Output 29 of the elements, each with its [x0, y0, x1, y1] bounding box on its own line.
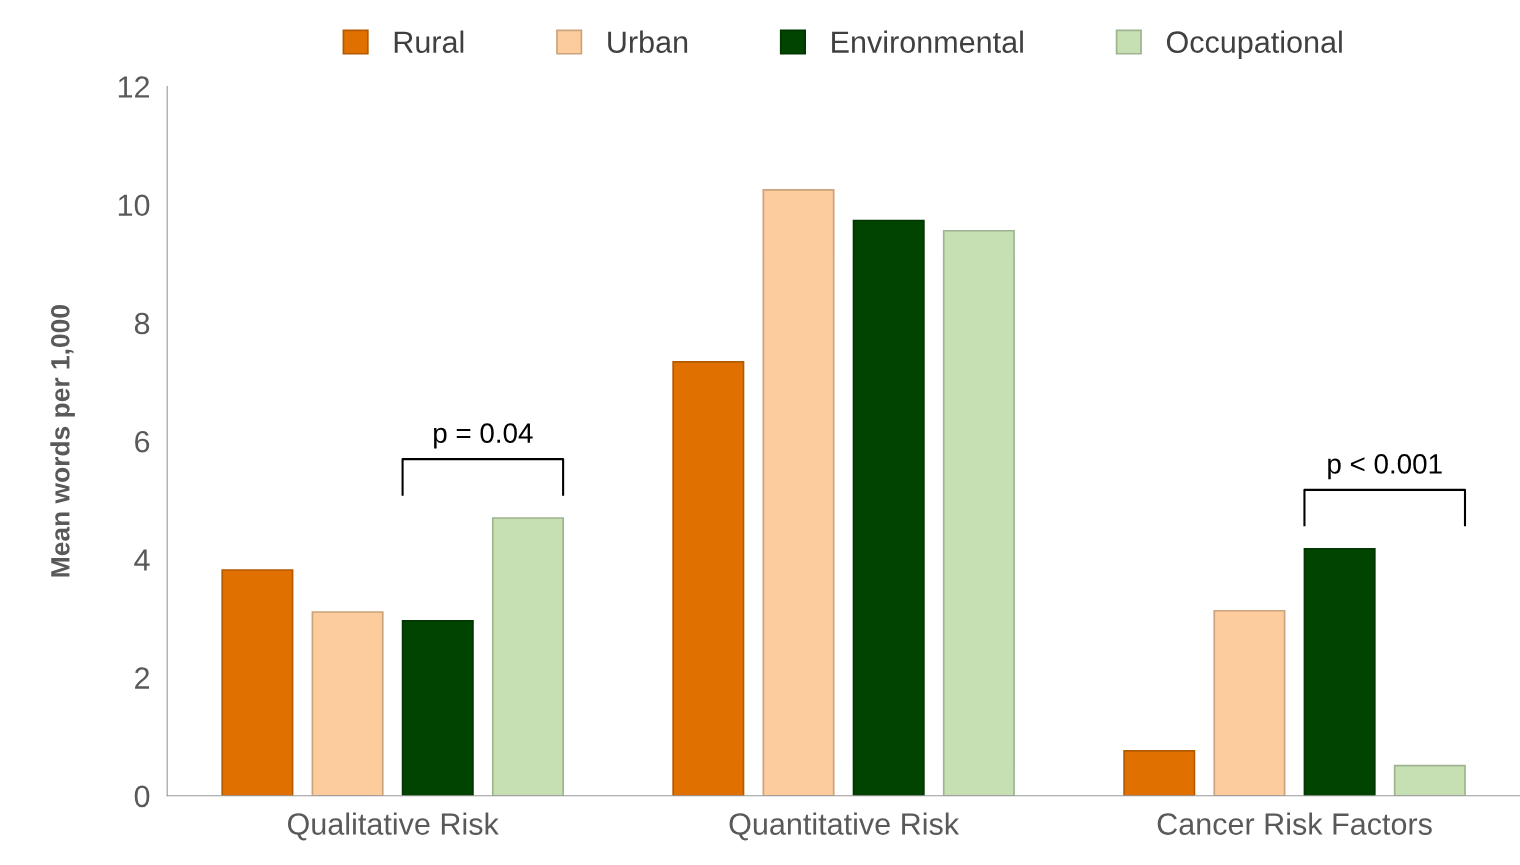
y-axis-title: Mean words per 1,000 — [50, 305, 75, 577]
bar — [1213, 609, 1286, 796]
legend-label: Urban — [608, 30, 688, 53]
y-tick-label: 8 — [134, 312, 150, 335]
y-tick-label: 4 — [134, 549, 150, 571]
y-tick-label: 12 — [118, 76, 149, 98]
x-tick-label: Cancer Risk Factors — [1157, 812, 1432, 835]
legend-label: Rural — [394, 30, 464, 53]
y-tick-label: 6 — [135, 430, 150, 453]
bar — [1393, 764, 1466, 796]
annotation: p < 0.001 — [1328, 454, 1442, 480]
annotation: p = 0.04 — [434, 423, 533, 449]
bar — [491, 517, 564, 796]
bar — [221, 569, 294, 796]
legend-label: Environmental — [832, 30, 1023, 53]
x-tick-label: Qualitative Risk — [287, 812, 499, 841]
bar — [1123, 750, 1196, 796]
bar — [672, 361, 745, 796]
bar — [942, 229, 1015, 796]
bar — [852, 219, 925, 796]
y-tick-label: 0 — [134, 785, 150, 808]
y-tick-label: 10 — [118, 194, 150, 217]
bar — [401, 620, 474, 796]
x-tick-label: Quantitative Risk — [729, 812, 960, 841]
legend-label: Occupational — [1166, 30, 1342, 59]
bar — [311, 611, 384, 796]
bar — [762, 189, 835, 796]
bar — [1303, 547, 1376, 796]
y-tick-label: 2 — [135, 667, 149, 689]
